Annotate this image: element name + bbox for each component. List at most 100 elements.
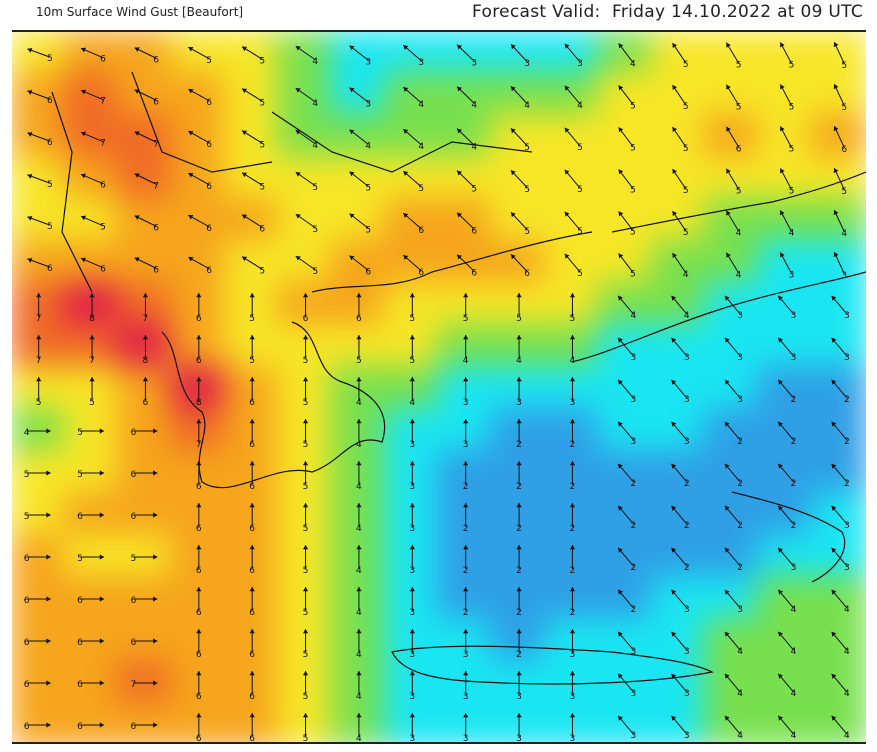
wind-arrow: 3: [831, 505, 850, 531]
wind-arrow-value: 3: [418, 58, 424, 68]
wind-arrow-value: 3: [409, 482, 415, 492]
wind-arrow: 5: [833, 41, 847, 71]
field-cell: [757, 702, 815, 742]
wind-arrow-value: 6: [249, 398, 255, 408]
wind-arrow: 5: [618, 253, 636, 280]
wind-arrow: 6: [196, 293, 202, 324]
wind-arrow-value: 6: [356, 314, 362, 324]
wind-arrow: 5: [303, 587, 308, 618]
wind-arrow: 4: [777, 589, 797, 615]
wind-arrow-value: 2: [463, 608, 469, 618]
field-cell: [12, 324, 68, 370]
wind-arrow-value: 3: [684, 647, 690, 657]
wind-arrow-value: 4: [844, 689, 850, 699]
wind-arrow: 3: [516, 671, 522, 702]
wind-arrow-value: 2: [463, 566, 469, 576]
wind-arrow: 4: [510, 85, 530, 111]
wind-arrow: 2: [617, 505, 636, 531]
wind-arrow: 6: [188, 172, 212, 192]
wind-arrow-value: 3: [365, 99, 371, 109]
wind-arrow: 2: [777, 463, 797, 489]
wind-arrow: 2: [569, 545, 575, 576]
wind-arrow: 4: [777, 631, 797, 657]
wind-arrow: 5: [295, 171, 318, 193]
wind-arrow-value: 3: [516, 398, 522, 408]
wind-arrow: 7: [80, 89, 106, 107]
wind-arrow-value: 5: [303, 524, 309, 534]
wind-arrow: 5: [725, 84, 742, 112]
wind-arrow: 3: [409, 713, 415, 742]
wind-arrow-value: 5: [736, 60, 742, 70]
wind-arrow-value: 4: [471, 100, 477, 110]
wind-arrow-value: 5: [259, 182, 265, 192]
wind-arrow: 3: [463, 629, 469, 660]
wind-arrow: 6: [77, 512, 105, 522]
wind-arrow: 2: [724, 421, 743, 447]
wind-arrow: 5: [241, 256, 265, 276]
wind-arrow-value: 4: [789, 229, 795, 239]
wind-arrow: 3: [724, 337, 743, 363]
wind-arrow-value: 3: [844, 353, 850, 363]
wind-arrow-value: 6: [130, 428, 136, 438]
wind-arrow-value: 5: [736, 102, 742, 112]
wind-arrow-value: 2: [631, 563, 637, 573]
wind-arrow: 6: [196, 545, 202, 576]
wind-arrow-value: 5: [524, 227, 530, 237]
wind-arrow-value: 5: [471, 184, 477, 194]
wind-arrow: 6: [130, 512, 158, 522]
map-title: 10m Surface Wind Gust [Beaufort]: [36, 5, 244, 19]
wind-arrow-value: 5: [789, 145, 795, 155]
wind-arrow: 4: [356, 377, 362, 408]
wind-arrow: 5: [564, 253, 583, 279]
wind-arrow: 4: [356, 545, 362, 576]
wind-arrow-value: 6: [206, 182, 212, 192]
wind-arrow-value: 2: [791, 479, 797, 489]
wind-arrow: 6: [188, 130, 212, 150]
wind-arrow-value: 4: [356, 440, 362, 450]
wind-arrow: 2: [569, 461, 575, 492]
wind-arrow-value: 3: [463, 650, 469, 660]
wind-arrow-value: 4: [516, 356, 522, 366]
wind-arrow: 2: [463, 587, 469, 618]
wind-arrow-value: 3: [471, 58, 477, 68]
wind-arrow: 6: [510, 253, 530, 279]
wind-arrow-value: 5: [365, 183, 371, 193]
wind-arrow: 3: [463, 671, 468, 702]
wind-arrow-value: 4: [844, 647, 850, 657]
wind-arrow: 6: [134, 215, 159, 233]
wind-arrow: 5: [618, 127, 636, 154]
wind-arrow: 4: [356, 503, 362, 534]
wind-arrow-value: 4: [471, 142, 477, 152]
wind-arrow-value: 3: [844, 521, 850, 531]
wind-arrow-value: 3: [737, 395, 743, 405]
wind-arrow: 4: [356, 419, 362, 450]
wind-arrow-value: 6: [130, 638, 136, 648]
wind-arrow: 7: [36, 335, 41, 366]
wind-arrow: 6: [833, 125, 847, 155]
forecast-label: Forecast Valid:: [472, 2, 601, 22]
wind-arrow-value: 5: [312, 183, 318, 193]
wind-arrow: 4: [356, 629, 362, 660]
wind-arrow-value: 3: [524, 59, 530, 69]
wind-arrow-value: 3: [409, 650, 415, 660]
wind-arrow-value: 4: [418, 142, 424, 152]
wind-arrow: 6: [134, 257, 159, 275]
wind-arrow-value: 3: [791, 563, 797, 573]
wind-arrow-value: 5: [841, 187, 847, 197]
wind-arrow-value: 5: [303, 440, 309, 450]
wind-arrow-value: 4: [24, 428, 30, 438]
wind-arrow-value: 5: [89, 398, 95, 408]
wind-arrow: 5: [672, 210, 689, 238]
wind-arrow-value: 6: [153, 55, 159, 65]
wind-arrow: 6: [241, 214, 265, 234]
field-cell: [223, 32, 281, 76]
wind-arrow: 7: [142, 293, 148, 324]
wind-arrow-value: 8: [142, 356, 148, 366]
wind-arrow-value: 5: [259, 266, 265, 276]
wind-arrow: 4: [725, 210, 742, 238]
wind-arrow-value: 6: [249, 566, 255, 576]
wind-arrow-value: 5: [365, 225, 371, 235]
wind-arrow-value: 5: [736, 186, 742, 196]
field-cell: [810, 324, 866, 370]
wind-arrow-value: 5: [683, 228, 689, 238]
